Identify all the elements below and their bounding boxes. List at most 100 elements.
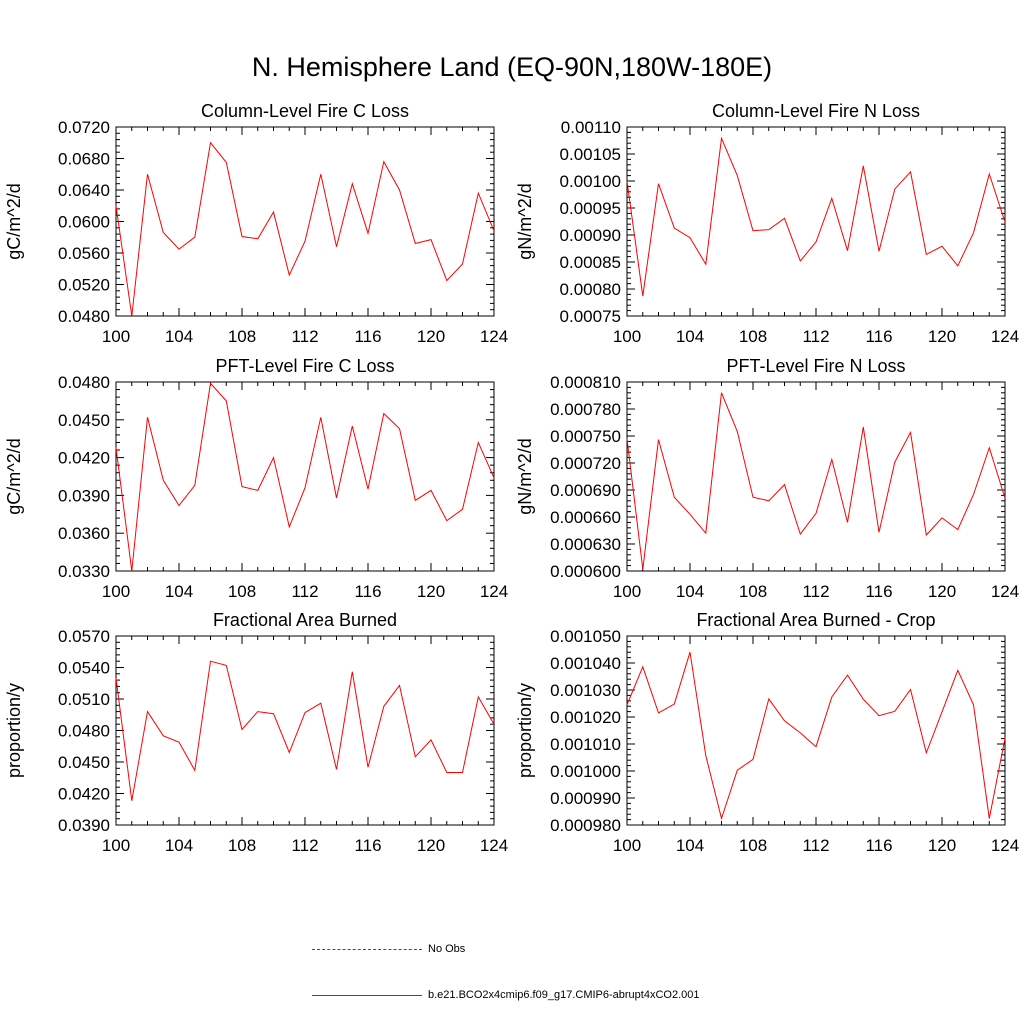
- x-tick-label: 108: [228, 836, 256, 855]
- y-tick-label: 0.0390: [58, 486, 110, 505]
- legend-swatch-model-run: [312, 995, 422, 996]
- page-title: N. Hemisphere Land (EQ-90N,180W-180E): [251, 52, 773, 82]
- x-tick-label: 112: [802, 836, 829, 855]
- x-tick-label: 124: [991, 836, 1019, 855]
- x-tick-label: 108: [228, 327, 256, 346]
- y-axis-label: gC/m^2/d: [4, 438, 24, 514]
- y-tick-label: 0.00090: [560, 226, 621, 245]
- y-tick-label: 0.0420: [58, 785, 110, 804]
- chart-title: Column-Level Fire C Loss: [201, 101, 409, 121]
- y-tick-label: 0.0330: [58, 562, 110, 581]
- chart-title: PFT-Level Fire C Loss: [215, 356, 394, 376]
- x-tick-label: 108: [739, 836, 767, 855]
- x-tick-label: 100: [102, 327, 130, 346]
- y-axis-label: gN/m^2/d: [515, 438, 535, 514]
- x-tick-label: 112: [291, 327, 318, 346]
- y-tick-label: 0.0420: [58, 449, 110, 468]
- chart-fractional-area-burned-crop: Fractional Area Burned - Crop proportion/…: [515, 610, 1019, 855]
- x-tick-label: 104: [676, 327, 704, 346]
- y-tick-label: 0.0510: [58, 690, 110, 709]
- y-tick-label: 0.00100: [560, 172, 621, 191]
- plot-frame: [115, 126, 495, 317]
- series-line: [626, 136, 1006, 297]
- x-tick-label: 112: [802, 582, 829, 601]
- x-tick-label: 116: [354, 327, 381, 346]
- y-tick-label: 0.000720: [550, 454, 621, 473]
- y-tick-label: 0.001010: [550, 735, 621, 754]
- y-tick-label: 0.001040: [550, 654, 621, 673]
- x-tick-label: 112: [291, 582, 318, 601]
- plot-frame: [115, 635, 495, 826]
- x-tick-label: 100: [613, 582, 641, 601]
- x-tick-label: 104: [165, 836, 193, 855]
- y-axis-label: proportion/y: [4, 683, 24, 778]
- y-tick-label: 0.0600: [58, 213, 110, 232]
- legend-label-no-obs: No Obs: [428, 943, 466, 955]
- x-tick-label: 124: [480, 836, 508, 855]
- plot-frame: [626, 126, 1006, 317]
- x-tick-label: 108: [228, 582, 256, 601]
- x-tick-label: 100: [613, 836, 641, 855]
- chart-title: Fractional Area Burned: [213, 610, 397, 630]
- y-tick-label: 0.00105: [560, 145, 621, 164]
- y-tick-label: 0.000630: [550, 535, 621, 554]
- x-tick-label: 104: [676, 836, 704, 855]
- x-tick-label: 108: [739, 582, 767, 601]
- y-tick-label: 0.00095: [560, 199, 621, 218]
- x-tick-label: 100: [613, 327, 641, 346]
- x-tick-label: 124: [991, 582, 1019, 601]
- x-tick-label: 120: [928, 327, 956, 346]
- y-tick-label: 0.000600: [550, 562, 621, 581]
- x-tick-label: 120: [417, 582, 445, 601]
- x-tick-label: 104: [165, 582, 193, 601]
- y-tick-label: 0.00080: [560, 280, 621, 299]
- x-tick-label: 124: [480, 582, 508, 601]
- y-tick-label: 0.0450: [58, 753, 110, 772]
- y-tick-label: 0.000980: [550, 816, 621, 835]
- y-axis-label: gN/m^2/d: [515, 183, 535, 259]
- y-axis-label: gC/m^2/d: [4, 183, 24, 259]
- x-tick-label: 116: [354, 582, 381, 601]
- x-tick-label: 120: [417, 327, 445, 346]
- x-tick-label: 116: [354, 836, 381, 855]
- y-tick-label: 0.00085: [560, 253, 621, 272]
- y-tick-label: 0.000750: [550, 427, 621, 446]
- y-tick-label: 0.001020: [550, 708, 621, 727]
- x-tick-label: 120: [928, 836, 956, 855]
- y-tick-label: 0.000990: [550, 789, 621, 808]
- y-tick-label: 0.0640: [58, 181, 110, 200]
- plot-frame: [626, 381, 1006, 572]
- y-tick-label: 0.0540: [58, 659, 110, 678]
- series-line: [115, 141, 495, 317]
- y-tick-label: 0.000780: [550, 400, 621, 419]
- x-tick-label: 100: [102, 582, 130, 601]
- y-tick-label: 0.0720: [58, 118, 110, 137]
- x-tick-label: 120: [417, 836, 445, 855]
- y-tick-label: 0.001030: [550, 681, 621, 700]
- y-tick-label: 0.0570: [58, 627, 110, 646]
- y-tick-label: 0.000810: [550, 373, 621, 392]
- chart-pft-level-fire-c-loss: PFT-Level Fire C Loss gC/m^2/d 100 104 108 11…: [4, 356, 508, 601]
- y-tick-label: 0.0560: [58, 244, 110, 263]
- x-tick-label: 124: [480, 327, 508, 346]
- y-tick-label: 0.0480: [58, 307, 110, 326]
- series-line: [115, 382, 495, 572]
- x-tick-label: 124: [991, 327, 1019, 346]
- y-tick-label: 0.0520: [58, 276, 110, 295]
- legend-label-model-run: b.e21.BCO2x4cmip6.f09_g17.CMIP6-abrupt4x…: [428, 989, 700, 1001]
- legend-swatch-no-obs: [312, 949, 422, 950]
- x-tick-label: 108: [739, 327, 767, 346]
- y-tick-label: 0.000690: [550, 481, 621, 500]
- y-tick-label: 0.0360: [58, 524, 110, 543]
- x-tick-label: 104: [165, 327, 193, 346]
- chart-fractional-area-burned: Fractional Area Burned proportion/y 100 104…: [4, 610, 508, 855]
- plot-frame: [115, 381, 495, 572]
- y-tick-label: 0.001000: [550, 762, 621, 781]
- series-line: [115, 660, 495, 801]
- chart-pft-level-fire-n-loss: PFT-Level Fire N Loss gN/m^2/d 100 104 108 11…: [515, 356, 1019, 601]
- y-tick-label: 0.0480: [58, 373, 110, 392]
- y-tick-label: 0.000660: [550, 508, 621, 527]
- series-line: [626, 652, 1006, 821]
- chart-title: Column-Level Fire N Loss: [712, 101, 920, 121]
- y-tick-label: 0.0390: [58, 816, 110, 835]
